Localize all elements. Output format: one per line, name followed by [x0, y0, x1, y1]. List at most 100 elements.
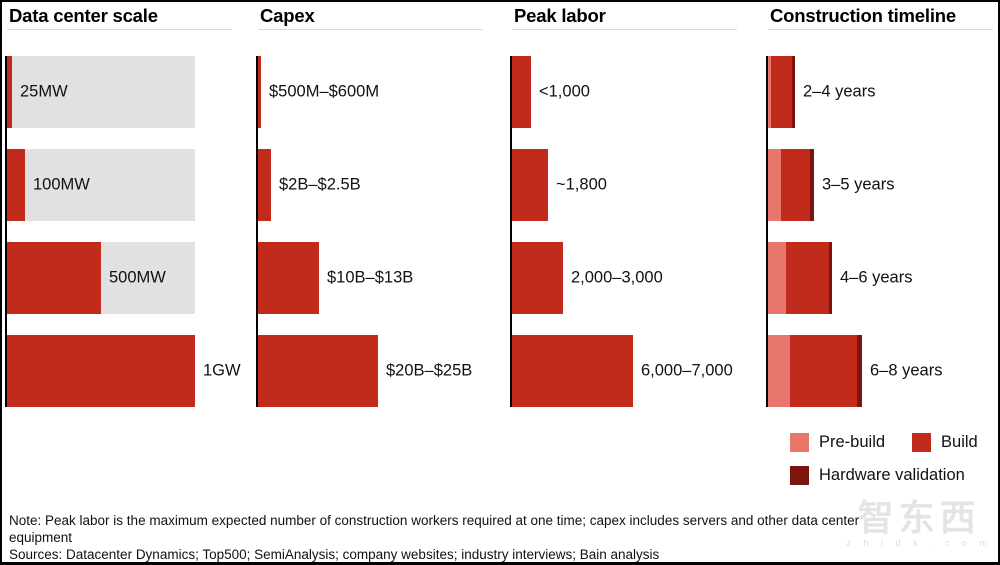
watermark-logo: 智东西 — [857, 497, 981, 538]
panel-construction-timeline: Construction timeline 2–4 years 3–5 year… — [766, 2, 998, 412]
bar-label: 2–4 years — [803, 82, 876, 101]
panel-peak-labor: Peak labor <1,000 ~1,800 2,000–3,000 6,0… — [510, 2, 750, 412]
panel-title: Capex — [260, 5, 315, 26]
bar-row: 1GW — [7, 335, 245, 407]
plot-capex: $500M–$600M $2B–$2.5B $10B–$13B $20B–$25… — [256, 56, 496, 407]
note-text: Note: Peak labor is the maximum expected… — [9, 513, 860, 545]
bar-row: $500M–$600M — [258, 56, 496, 128]
panel-capex: Capex $500M–$600M $2B–$2.5B $10B–$13B $2… — [256, 2, 496, 412]
plot-data-center-scale: 25MW 100MW 500MW 1GW — [5, 56, 245, 407]
bar-segment-build — [258, 149, 271, 221]
prebuild-swatch-icon — [790, 432, 809, 452]
bar-row: 25MW — [7, 56, 245, 128]
bar-row: $2B–$2.5B — [258, 149, 496, 221]
bar-segment-build — [258, 335, 378, 407]
bar-label: 1GW — [203, 361, 241, 380]
watermark-subtext: z h i d x . c o m — [846, 538, 992, 548]
title-rule — [258, 29, 483, 30]
panel-title: Construction timeline — [770, 5, 956, 26]
bar-segment-prebuild — [768, 149, 781, 221]
bar-timeline-100mw — [768, 149, 814, 221]
bar-capex-100mw — [258, 149, 271, 221]
bar-segment-build — [7, 335, 195, 407]
bar-label: 100MW — [33, 175, 90, 194]
bar-row: 2,000–3,000 — [512, 242, 750, 314]
bar-timeline-1gw — [768, 335, 862, 407]
bar-label: $500M–$600M — [269, 82, 380, 101]
bar-row: ~1,800 — [512, 149, 750, 221]
legend-row: Pre-build Build — [790, 432, 978, 452]
panel-data-center-scale: Data center scale 25MW 100MW 500MW 1GW — [5, 2, 245, 412]
legend-item-prebuild: Pre-build — [790, 432, 885, 452]
bar-row: <1,000 — [512, 56, 750, 128]
bar-label: $2B–$2.5B — [279, 175, 361, 194]
bar-label: 2,000–3,000 — [571, 268, 663, 287]
footnotes: Note: Peak labor is the maximum expected… — [9, 513, 865, 562]
build-swatch-icon — [912, 432, 932, 452]
bar-segment-build — [258, 56, 261, 128]
panel-title: Data center scale — [9, 5, 158, 26]
bar-label: ~1,800 — [556, 175, 607, 194]
legend-item-hardware-validation: Hardware validation — [790, 465, 965, 485]
bar-label: 3–5 years — [822, 175, 895, 194]
bar-labor-25mw — [512, 56, 531, 128]
bar-segment-build — [7, 242, 101, 314]
bar-labor-100mw — [512, 149, 548, 221]
legend-label: Build — [941, 432, 978, 451]
bar-label: <1,000 — [539, 82, 590, 101]
bar-segment-build — [790, 335, 857, 407]
title-rule — [512, 29, 737, 30]
bar-capex-1gw — [258, 335, 378, 407]
bar-row: 3–5 years — [768, 149, 998, 221]
bar-label: 500MW — [109, 268, 166, 287]
bar-label: $20B–$25B — [386, 361, 473, 380]
hardware-validation-swatch-icon — [790, 465, 809, 485]
bar-segment-build — [7, 56, 12, 128]
bar-label: 6–8 years — [870, 361, 943, 380]
bar-segment-build — [7, 149, 25, 221]
legend-label: Hardware validation — [819, 465, 965, 484]
bar-labor-1gw — [512, 335, 633, 407]
bar-labor-500mw — [512, 242, 563, 314]
bar-row: $20B–$25B — [258, 335, 496, 407]
bar-segment-build — [512, 56, 531, 128]
bar-segment-build — [512, 149, 548, 221]
legend: Pre-build Build Hardware validation — [790, 432, 978, 498]
bar-row: $10B–$13B — [258, 242, 496, 314]
bar-segment-build — [258, 242, 319, 314]
bar-segment-hardware — [810, 149, 814, 221]
bar-label: 25MW — [20, 82, 68, 101]
watermark: 智东西 z h i d x . c o m — [846, 497, 992, 549]
title-rule — [7, 29, 232, 30]
bar-segment-build — [786, 242, 829, 314]
bar-label: 4–6 years — [840, 268, 913, 287]
bar-segment-build — [512, 335, 633, 407]
bar-segment-hardware — [857, 335, 862, 407]
bar-500mw — [7, 242, 101, 314]
bar-track — [7, 56, 195, 128]
bar-segment-prebuild — [768, 335, 790, 407]
bar-segment-prebuild — [768, 56, 771, 128]
bar-segment-build — [512, 242, 563, 314]
sources-text: Sources: Datacenter Dynamics; Top500; Se… — [9, 546, 660, 562]
legend-row: Hardware validation — [790, 465, 978, 485]
plot-construction-timeline: 2–4 years 3–5 years 4–6 years 6–8 years — [766, 56, 998, 407]
bar-row: 2–4 years — [768, 56, 998, 128]
bar-1gw — [7, 335, 195, 407]
bar-segment-build — [781, 149, 810, 221]
bar-segment-hardware — [792, 56, 795, 128]
legend-item-build: Build — [912, 432, 978, 452]
bar-segment-build — [771, 56, 792, 128]
plot-peak-labor: <1,000 ~1,800 2,000–3,000 6,000–7,000 — [510, 56, 750, 407]
bar-segment-hardware — [829, 242, 832, 314]
bar-row: 4–6 years — [768, 242, 998, 314]
bar-row: 100MW — [7, 149, 245, 221]
bar-timeline-500mw — [768, 242, 832, 314]
bar-row: 6,000–7,000 — [512, 335, 750, 407]
bar-label: $10B–$13B — [327, 268, 414, 287]
bar-25mw — [7, 56, 12, 128]
panel-title: Peak labor — [514, 5, 606, 26]
bar-track — [7, 149, 195, 221]
title-rule — [768, 29, 993, 30]
bar-timeline-25mw — [768, 56, 795, 128]
